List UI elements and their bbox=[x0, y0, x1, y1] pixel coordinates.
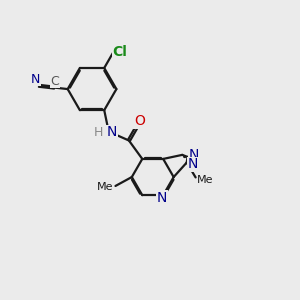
Text: O: O bbox=[134, 115, 145, 128]
Text: N: N bbox=[157, 191, 167, 205]
Text: C: C bbox=[50, 74, 59, 88]
Text: N: N bbox=[188, 157, 198, 171]
Text: Me: Me bbox=[197, 175, 214, 185]
Text: H: H bbox=[94, 126, 103, 139]
Text: N: N bbox=[189, 148, 199, 162]
Text: N: N bbox=[107, 125, 117, 140]
Text: N: N bbox=[31, 73, 40, 86]
Text: Cl: Cl bbox=[112, 45, 127, 59]
Text: Me: Me bbox=[97, 182, 113, 192]
